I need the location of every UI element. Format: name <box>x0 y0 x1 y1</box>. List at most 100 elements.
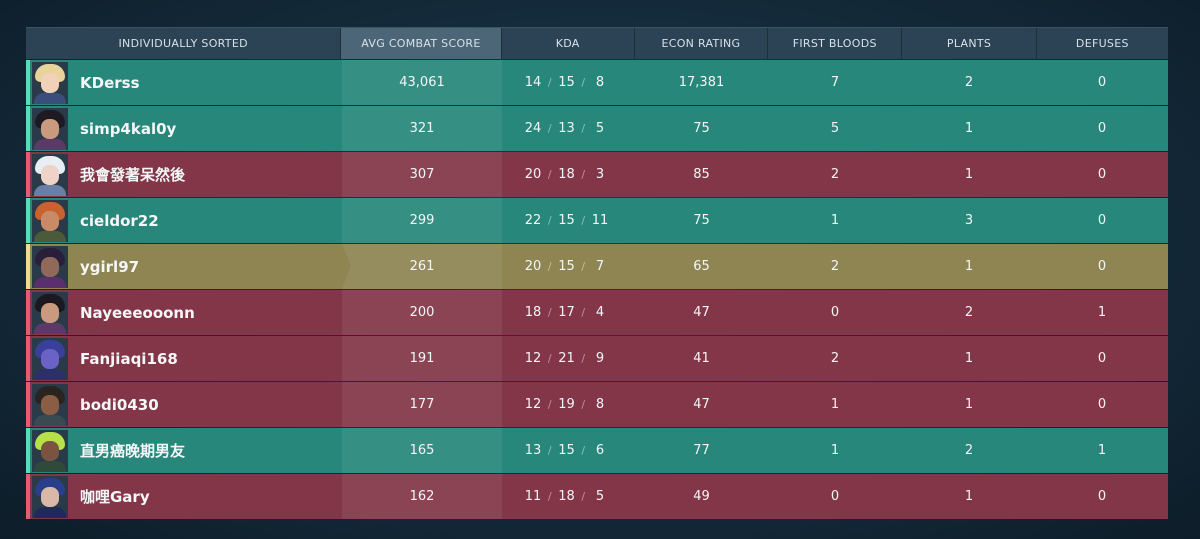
kda-deaths: 18 <box>558 489 575 504</box>
header-defuses[interactable]: DEFUSES <box>1075 37 1129 50</box>
player-row[interactable]: 我會發著呆然後 307 20 / 18 / 3 85 2 1 0 <box>26 152 1168 197</box>
avatar-body <box>34 460 66 472</box>
kda-assists: 11 <box>591 213 609 228</box>
player-name: KDerss <box>80 73 140 92</box>
kda-kills: 14 <box>524 75 542 90</box>
self-indicator-arrow <box>342 244 351 288</box>
kda-separator: / <box>581 122 586 135</box>
player-acs: 261 <box>342 244 502 289</box>
header-plants[interactable]: PLANTS <box>902 28 1037 59</box>
kda-assists: 8 <box>595 75 605 90</box>
header-first-bloods[interactable]: FIRST BLOODS <box>768 28 903 59</box>
player-row[interactable]: ygirl97 261 20 / 15 / 7 65 2 1 0 <box>26 244 1168 289</box>
player-first-bloods: 1 <box>830 397 840 412</box>
kda-separator: / <box>547 214 552 227</box>
player-acs: 307 <box>342 152 502 197</box>
header-econ-rating[interactable]: ECON RATING <box>635 28 769 59</box>
player-plants: 2 <box>964 443 974 458</box>
player-first-bloods: 1 <box>830 213 840 228</box>
player-plants: 1 <box>964 121 974 136</box>
player-defuses: 0 <box>1097 121 1107 136</box>
player-econ-rating: 47 <box>693 305 710 320</box>
player-row[interactable]: Fanjiaqi168 191 12 / 21 / 9 41 2 1 0 <box>26 336 1168 381</box>
agent-portrait-icon <box>32 291 68 334</box>
agent-portrait-icon <box>32 475 68 518</box>
player-row[interactable]: 咖哩Gary 162 11 / 18 / 5 49 0 1 0 <box>26 474 1168 519</box>
agent-portrait-icon <box>32 61 68 104</box>
player-name: cieldor22 <box>80 211 159 230</box>
avatar-face <box>41 256 59 277</box>
player-plants: 1 <box>964 397 974 412</box>
player-row[interactable]: simp4kal0y 321 24 / 13 / 5 75 5 1 0 <box>26 106 1168 151</box>
avatar-face <box>41 394 59 415</box>
kda-separator: / <box>547 444 552 457</box>
player-first-bloods: 0 <box>830 305 840 320</box>
player-econ-rating: 75 <box>693 121 710 136</box>
player-name: Nayeeeooonn <box>80 303 195 322</box>
player-defuses: 0 <box>1097 213 1107 228</box>
player-row[interactable]: KDerss 43,061 14 / 15 / 8 17,381 7 2 0 <box>26 60 1168 105</box>
kda-deaths: 18 <box>558 167 575 182</box>
player-defuses: 0 <box>1097 351 1107 366</box>
kda-separator: / <box>547 398 552 411</box>
kda-kills: 24 <box>524 121 542 136</box>
player-identity: KDerss <box>26 60 342 105</box>
kda-assists: 8 <box>595 397 605 412</box>
team-accent-bar <box>26 198 30 243</box>
avatar-face <box>41 348 59 369</box>
header-kda[interactable]: KDA <box>502 28 635 59</box>
kda-separator: / <box>547 306 552 319</box>
kda-assists: 4 <box>595 305 605 320</box>
player-row[interactable]: Nayeeeooonn 200 18 / 17 / 4 47 0 2 1 <box>26 290 1168 335</box>
player-plants: 3 <box>964 213 974 228</box>
player-kda: 12 / 21 / 9 <box>502 336 635 381</box>
player-name: 直男癌晚期男友 <box>80 442 186 460</box>
header-sort-mode[interactable]: INDIVIDUALLY SORTED <box>26 28 342 59</box>
player-identity: cieldor22 <box>26 198 342 243</box>
kda-separator: / <box>547 352 552 365</box>
team-accent-bar <box>26 152 30 197</box>
avatar-body <box>34 184 66 196</box>
player-econ-rating: 17,381 <box>678 75 725 90</box>
kda-assists: 9 <box>595 351 605 366</box>
player-name: Fanjiaqi168 <box>80 349 178 368</box>
player-first-bloods: 2 <box>830 167 840 182</box>
player-first-bloods: 1 <box>830 443 840 458</box>
player-identity: 我會發著呆然後 <box>26 152 342 197</box>
header-avg-combat-score[interactable]: AVG COMBAT SCORE <box>341 28 502 59</box>
agent-portrait-icon <box>32 337 68 380</box>
team-accent-bar <box>26 336 30 381</box>
player-acs: 165 <box>342 428 502 473</box>
player-row[interactable]: bodi0430 177 12 / 19 / 8 47 1 1 0 <box>26 382 1168 427</box>
avatar-body <box>34 368 66 380</box>
team-accent-bar <box>26 290 30 335</box>
player-first-bloods: 2 <box>830 259 840 274</box>
kda-separator: / <box>547 122 552 135</box>
player-identity: 咖哩Gary <box>26 474 342 519</box>
avatar-body <box>34 230 66 242</box>
player-kda: 24 / 13 / 5 <box>502 106 635 151</box>
kda-separator: / <box>547 168 552 181</box>
avatar-body <box>34 92 66 104</box>
kda-kills: 11 <box>524 489 542 504</box>
avatar-face <box>41 440 59 461</box>
player-kda: 18 / 17 / 4 <box>502 290 635 335</box>
player-row[interactable]: cieldor22 299 22 / 15 / 11 75 1 3 0 <box>26 198 1168 243</box>
player-econ-rating: 85 <box>693 167 710 182</box>
player-first-bloods: 7 <box>830 75 840 90</box>
player-econ-rating: 77 <box>693 443 710 458</box>
avatar-body <box>34 276 66 288</box>
player-row[interactable]: 直男癌晚期男友 165 13 / 15 / 6 77 1 2 1 <box>26 428 1168 473</box>
team-accent-bar <box>26 474 30 519</box>
kda-separator: / <box>581 444 586 457</box>
kda-deaths: 15 <box>558 213 575 228</box>
player-plants: 1 <box>964 167 974 182</box>
player-econ-rating: 47 <box>693 397 710 412</box>
team-accent-bar <box>26 60 30 105</box>
kda-assists: 6 <box>595 443 605 458</box>
player-kda: 20 / 15 / 7 <box>502 244 635 289</box>
team-accent-bar <box>26 106 30 151</box>
player-defuses: 1 <box>1097 443 1107 458</box>
kda-deaths: 15 <box>558 259 575 274</box>
kda-kills: 13 <box>524 443 542 458</box>
